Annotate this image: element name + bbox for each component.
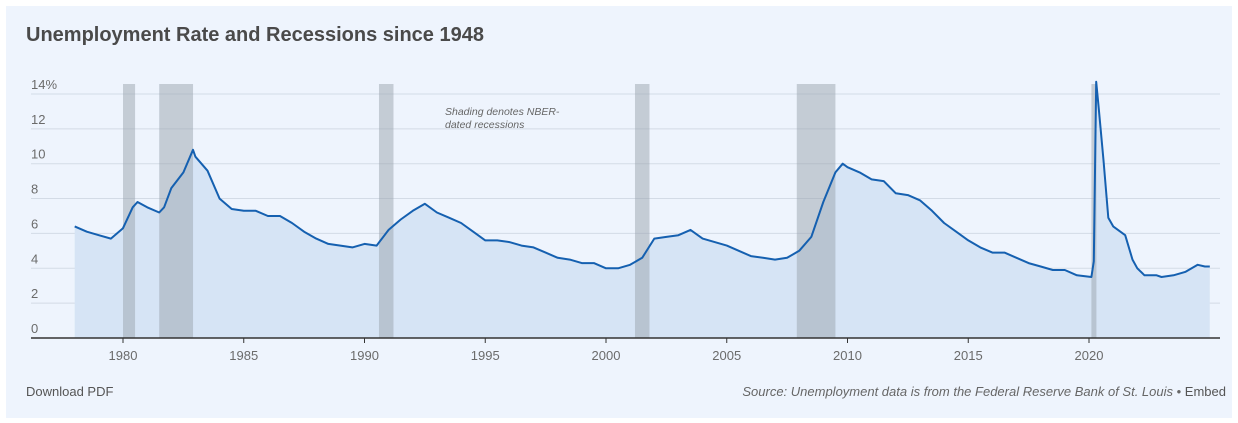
source-text: Source: Unemployment data is from the Fe… xyxy=(742,384,1174,399)
x-tick-label: 2010 xyxy=(833,348,862,363)
y-tick-label: 4 xyxy=(31,251,38,266)
recession-band xyxy=(123,84,136,338)
y-tick-label: 14% xyxy=(31,77,57,92)
y-tick-label: 2 xyxy=(31,286,38,301)
x-tick-label: 2000 xyxy=(592,348,621,363)
source-line: Source: Unemployment data is from the Fe… xyxy=(742,384,1226,399)
y-tick-label: 10 xyxy=(31,147,45,162)
y-tick-label: 8 xyxy=(31,182,38,197)
x-tick-label: 1995 xyxy=(471,348,500,363)
y-tick-label: 12 xyxy=(31,112,45,127)
recession-note: Shading denotes NBER- xyxy=(445,106,560,118)
recession-band xyxy=(378,84,394,338)
recession-note: dated recessions xyxy=(445,119,525,131)
download-pdf-link[interactable]: Download PDF xyxy=(26,384,114,399)
recession-band xyxy=(634,84,650,338)
x-tick-label: 1985 xyxy=(229,348,258,363)
chart-title: Unemployment Rate and Recessions since 1… xyxy=(26,24,484,46)
y-tick-label: 6 xyxy=(31,216,38,231)
area-fill xyxy=(74,81,1210,339)
x-tick-label: 2020 xyxy=(1075,348,1104,363)
embed-link[interactable]: Embed xyxy=(1184,384,1226,399)
separator: • xyxy=(1173,384,1185,399)
recession-band xyxy=(159,84,194,338)
unemployment-line xyxy=(74,80,1210,278)
x-tick-label: 2015 xyxy=(954,348,983,363)
x-tick-label: 1990 xyxy=(350,348,379,363)
x-tick-label: 1980 xyxy=(109,348,138,363)
x-tick-label: 2005 xyxy=(712,348,741,363)
recession-band xyxy=(796,84,836,338)
y-tick-label: 0 xyxy=(31,321,38,336)
